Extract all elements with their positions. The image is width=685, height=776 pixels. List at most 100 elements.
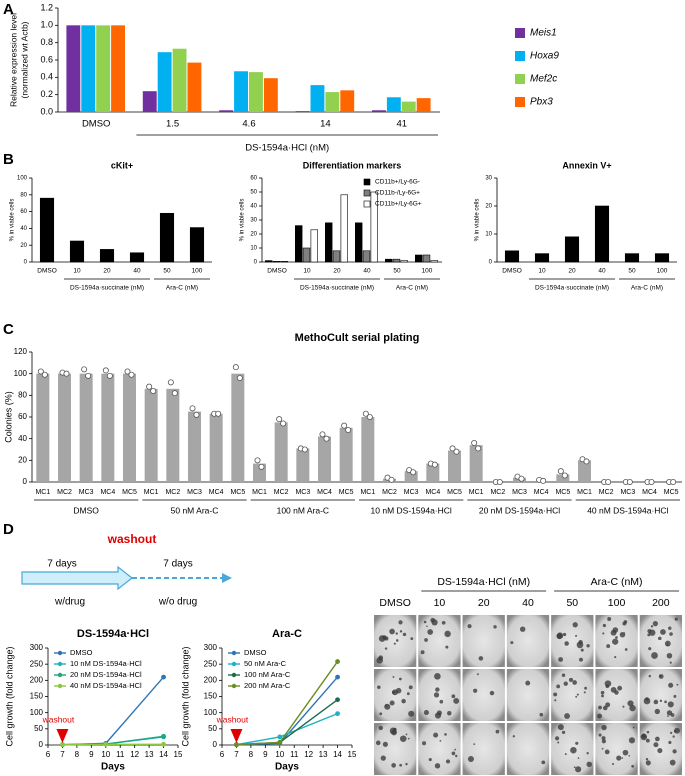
colony [561,730,566,735]
colony [612,627,619,633]
x-axis-label: Days [101,762,125,773]
x-tick-label: 14 [320,119,331,130]
legend-label: 200 nM Ara-C [244,681,291,690]
y-axis-label: (normalized wt Actb) [19,21,29,98]
colony [646,730,650,734]
colony [643,697,651,705]
replicate-point [215,410,222,417]
replicate-point [193,411,200,418]
series-point [161,674,166,680]
bar [426,463,440,482]
y-axis-label: Colonies (%) [3,391,13,443]
x-tick-label: 4.6 [242,119,255,130]
legend-point [231,650,237,656]
colony [489,690,495,696]
bar [392,258,401,263]
y-tick-label: 0.8 [40,37,53,47]
colony [601,736,606,741]
colony [430,617,436,623]
bar [340,90,355,112]
series-line [236,699,338,746]
colony [391,763,396,768]
colony [577,757,580,759]
colony [408,685,413,690]
colony [668,740,672,745]
y-tick-label: 20 [250,232,257,238]
colony [645,760,651,766]
colony [423,710,429,716]
drug-arrow [21,565,133,591]
x-tick-label: MC1 [144,489,159,496]
chart-title: MethoCult serial plating [295,332,420,344]
legend-point [231,683,237,689]
y-tick-label: 30 [485,176,492,182]
colony [604,680,612,687]
group-label: DS-1594a·succinate (nM) [300,285,374,292]
x-tick-label: MC5 [664,489,679,496]
colony [564,641,569,646]
bar [302,247,311,263]
x-tick-label: 13 [145,750,154,759]
group-label: DS-1594a·HCl (nM) [245,143,329,154]
colony [622,705,625,708]
replicate-point [431,461,438,468]
replicate-point [471,439,478,446]
group-label: Ara-C (nM) [166,285,198,292]
colony [669,632,673,636]
bar [416,98,431,112]
colony [473,688,478,693]
microscopy-image [638,614,684,668]
y-tick-label: 0.2 [40,89,53,99]
colony [433,732,439,738]
replicate-point [366,413,373,420]
bar [386,97,401,112]
column-label: 40 [522,597,534,609]
x-tick-label: MC4 [209,489,224,496]
colony [674,617,678,621]
legend-swatch [515,97,525,107]
colony [453,697,460,704]
replicate-point [258,463,265,470]
legend-swatch [515,74,525,84]
colony [668,682,674,688]
y-tick-label: 60 [250,176,257,182]
x-axis-label: Days [275,762,299,773]
replicate-point [540,477,547,484]
colony [617,685,623,691]
x-tick-label: 6 [46,750,51,759]
bar [274,422,288,482]
colony [570,746,577,754]
x-tick-label: 11 [116,750,125,759]
colony [658,636,662,641]
bar [81,25,96,112]
legend-point [57,683,63,689]
colony [401,698,406,704]
x-tick-label: MC3 [512,489,527,496]
column-label: 200 [652,597,670,609]
bar [404,471,418,482]
group-label: DS-1594a·succinate (nM) [70,285,144,292]
colony [640,733,648,741]
colony [439,739,442,742]
colony [473,743,476,746]
legend-swatch [363,189,371,197]
bar [362,250,371,263]
group-label: 10 nM DS-1594a·HCl [371,505,452,515]
y-tick-label: 200 [204,675,218,684]
legend-swatch [515,28,525,38]
colony [451,751,456,756]
bar [400,260,408,263]
y-tick-label: 20 [20,243,27,249]
y-tick-label: 40 [250,204,257,210]
y-tick-label: 20 [485,204,492,210]
colony [406,692,410,696]
colony [444,733,447,736]
x-tick-label: MC2 [165,489,180,496]
colony [584,686,588,690]
legend-label: Pbx3 [530,97,553,108]
colony [628,754,631,757]
panel-letter: C [3,321,14,338]
y-tick-label: 0 [254,260,258,266]
colony [666,653,673,659]
x-tick-label: 10 [73,268,81,275]
